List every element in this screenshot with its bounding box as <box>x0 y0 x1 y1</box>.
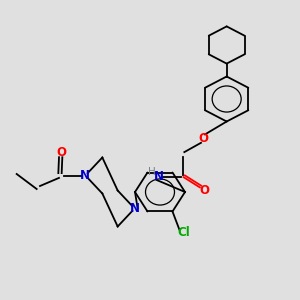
Text: O: O <box>198 132 208 145</box>
Text: N: N <box>130 202 140 215</box>
Text: H: H <box>148 167 156 177</box>
Text: N: N <box>80 169 90 182</box>
Text: N: N <box>154 170 164 183</box>
Text: O: O <box>57 146 67 160</box>
Text: Cl: Cl <box>177 226 190 239</box>
Text: O: O <box>199 184 209 197</box>
